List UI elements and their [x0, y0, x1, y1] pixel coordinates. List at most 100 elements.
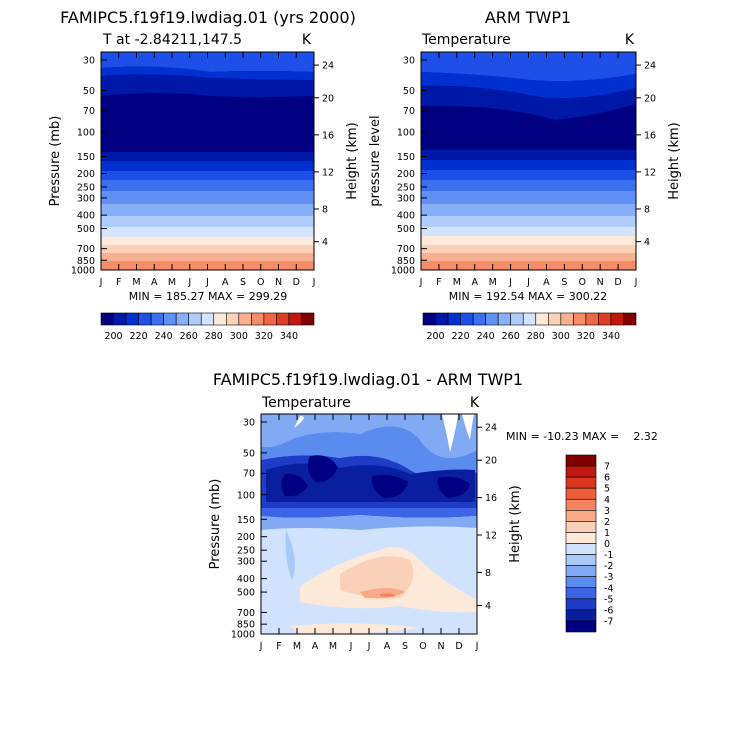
pressure-tick-label: 700 [397, 244, 415, 255]
x-tick-label: M [329, 641, 337, 652]
panel-diff-subtitle: Temperature [261, 395, 351, 411]
x-tick-label: M [453, 277, 461, 288]
panel-model-title: FAMIPC5.f19f19.lwdiag.01 (yrs 2000) [60, 8, 356, 27]
pressure-tick-label: 70 [403, 106, 415, 117]
panel-model-units: K [302, 32, 312, 48]
pressure-tick-label: 30 [83, 56, 95, 67]
pressure-tick-label: 250 [237, 546, 255, 557]
pressure-tick-label: 30 [403, 56, 415, 67]
panel-diff-title: FAMIPC5.f19f19.lwdiag.01 - ARM TWP1 [213, 370, 523, 389]
pressure-tick-label: 100 [397, 128, 415, 139]
colorbar-swatch [163, 312, 177, 326]
colorbar-label: 260 [180, 331, 198, 342]
colorbar-swatch [150, 312, 164, 326]
x-tick-label: F [276, 641, 281, 652]
x-tick-label: N [437, 641, 444, 652]
colorbar-swatch [610, 312, 624, 326]
model-ylabel-right: Height (km) [345, 122, 360, 199]
colorbar-swatch [560, 312, 574, 326]
pressure-tick-label: 300 [237, 557, 255, 568]
x-tick-label: N [275, 277, 282, 288]
pressure-tick-label: 200 [397, 169, 415, 180]
pressure-tick-label: 400 [237, 574, 255, 585]
pressure-tick-label: 70 [243, 469, 255, 480]
x-tick-label: A [312, 641, 319, 652]
pressure-tick-label: 150 [237, 515, 255, 526]
pressure-tick-label: 300 [77, 193, 95, 204]
colorbar-swatch [585, 312, 599, 326]
height-tick-label: 16 [485, 493, 497, 504]
x-tick-label: J [508, 277, 512, 288]
colorbar-swatch [276, 312, 290, 326]
x-tick-label: J [312, 277, 316, 288]
x-tick-label: J [99, 277, 103, 288]
colorbar-label: 280 [205, 331, 223, 342]
pressure-tick-label: 850 [77, 256, 95, 267]
colorbar-swatch [565, 454, 597, 467]
pressure-tick-label: 50 [83, 86, 95, 97]
x-tick-label: J [259, 641, 263, 652]
colorbar-swatch [435, 312, 449, 326]
obs-contour-field [421, 52, 636, 270]
diff-contour-field [261, 414, 477, 634]
colorbar-swatch [565, 587, 597, 600]
x-tick-label: D [293, 277, 300, 288]
colorbar-swatch [263, 312, 277, 326]
pressure-tick-label: 30 [243, 418, 255, 429]
colorbar-label: -7 [604, 616, 613, 627]
colorbar-label: 6 [604, 473, 610, 484]
pressure-tick-label: 50 [403, 86, 415, 97]
x-tick-label: A [543, 277, 550, 288]
height-tick-label: 20 [485, 456, 497, 467]
colorbar-label: 200 [426, 331, 444, 342]
height-tick-label: 4 [644, 237, 650, 248]
pressure-tick-label: 150 [77, 152, 95, 163]
colorbar-swatch [100, 312, 114, 326]
height-tick-label: 4 [322, 237, 328, 248]
x-tick-label: J [526, 277, 530, 288]
colorbar-label: 300 [552, 331, 570, 342]
pressure-tick-label: 50 [243, 448, 255, 459]
colorbar-swatch [497, 312, 512, 326]
colorbar-label: 220 [452, 331, 470, 342]
x-tick-label: J [205, 277, 209, 288]
colorbar-swatch [565, 498, 597, 511]
colorbar-swatch [225, 312, 240, 326]
height-tick-label: 12 [644, 167, 656, 178]
colorbar-swatch [125, 312, 139, 326]
x-tick-label: S [240, 277, 246, 288]
colorbar-swatch [238, 312, 252, 326]
pressure-tick-label: 1000 [71, 266, 95, 277]
pressure-tick-label: 850 [237, 620, 255, 631]
colorbar-label: 300 [230, 331, 248, 342]
x-tick-label: A [472, 277, 479, 288]
panel-model-subtitle: T at -2.84211,147.5 [102, 32, 242, 48]
height-tick-label: 24 [485, 423, 497, 434]
colorbar-swatch [565, 565, 597, 577]
colorbar-swatch [565, 521, 597, 533]
diff-minmax: MIN = -10.23 MAX = 2.32 [506, 430, 658, 443]
colorbar-swatch [301, 312, 315, 326]
colorbar-label: 240 [477, 331, 495, 342]
x-tick-label: S [561, 277, 567, 288]
colorbar-swatch [565, 598, 597, 611]
colorbar-swatch [251, 312, 265, 326]
height-tick-label: 8 [485, 568, 491, 579]
x-tick-label: F [116, 277, 121, 288]
colorbar-label: 200 [104, 331, 122, 342]
panel-diff: FAMIPC5.f19f19.lwdiag.01 - ARM TWP1 Temp… [208, 370, 658, 652]
x-tick-label: A [222, 277, 229, 288]
colorbar-swatch [447, 312, 461, 326]
x-tick-label: J [349, 641, 353, 652]
colorbar-label: -6 [604, 605, 613, 616]
pressure-tick-label: 200 [237, 532, 255, 543]
colorbar-swatch [547, 312, 562, 326]
x-tick-label: A [151, 277, 158, 288]
x-tick-label: J [367, 641, 371, 652]
colorbar-swatch [175, 312, 190, 326]
